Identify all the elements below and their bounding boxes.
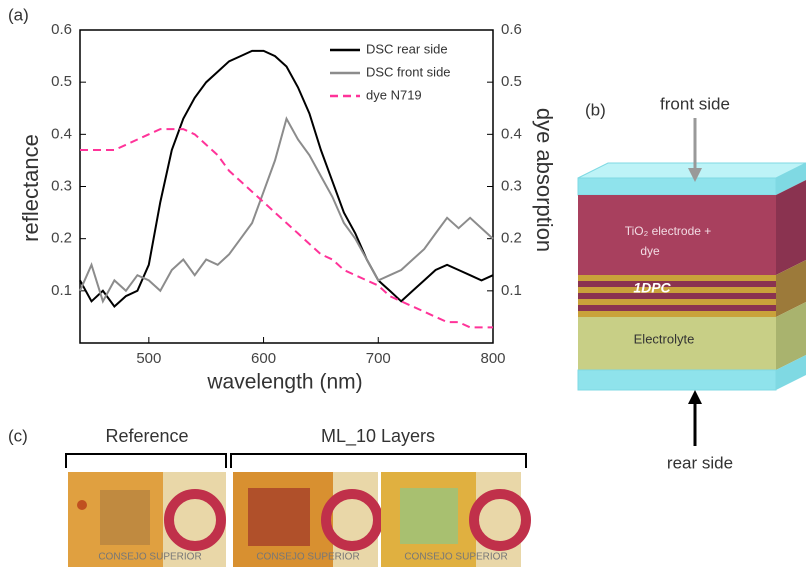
front-label: front side <box>660 94 730 113</box>
panel-label: (b) <box>585 100 606 119</box>
y-tick-label: 0.6 <box>51 21 72 38</box>
data-line <box>80 51 493 307</box>
y-tick-label: 0.4 <box>51 125 72 142</box>
y2-tick-label: 0.1 <box>501 282 522 299</box>
y2-tick-label: 0.4 <box>501 125 522 142</box>
photo-caption: CONSEJO SUPERIOR <box>404 552 507 563</box>
layer-label: Electrolyte <box>634 331 695 346</box>
photo-caption: CONSEJO SUPERIOR <box>98 552 201 563</box>
x-tick-label: 600 <box>251 350 276 367</box>
layer-stack <box>578 118 806 446</box>
photo-caption: CONSEJO SUPERIOR <box>256 552 359 563</box>
y-tick-label: 0.2 <box>51 230 72 247</box>
legend-label: DSC rear side <box>366 41 448 56</box>
y-tick-label: 0.5 <box>51 73 72 90</box>
legend-label: DSC front side <box>366 64 451 79</box>
panel-label: (a) <box>8 5 29 24</box>
layer-label: 1DPC <box>633 280 671 296</box>
y2-tick-label: 0.5 <box>501 73 522 90</box>
y-tick-label: 0.1 <box>51 282 72 299</box>
layer-label: TiO₂ electrode + <box>625 224 712 238</box>
group-label: ML_10 Layers <box>321 426 435 447</box>
y2-tick-label: 0.2 <box>501 230 522 247</box>
x-axis-label: wavelength (nm) <box>206 371 362 394</box>
panel-label: (c) <box>8 426 28 445</box>
layer-label: dye <box>640 244 660 258</box>
y2-tick-label: 0.6 <box>501 21 522 38</box>
x-tick-label: 800 <box>480 350 505 367</box>
x-tick-label: 500 <box>136 350 161 367</box>
y-tick-label: 0.3 <box>51 177 72 194</box>
bracket <box>231 454 526 468</box>
figure: (a) wavelength (nm) reflectance dye abso… <box>0 0 806 572</box>
data-line <box>80 129 493 327</box>
y2-tick-label: 0.3 <box>501 177 522 194</box>
y2-axis-label: dye absorption <box>532 108 557 252</box>
y-axis-label: reflectance <box>18 134 43 242</box>
group-label: Reference <box>105 426 188 446</box>
x-tick-label: 700 <box>366 350 391 367</box>
rear-label: rear side <box>667 453 733 472</box>
bracket <box>66 454 226 468</box>
legend-label: dye N719 <box>366 87 422 102</box>
